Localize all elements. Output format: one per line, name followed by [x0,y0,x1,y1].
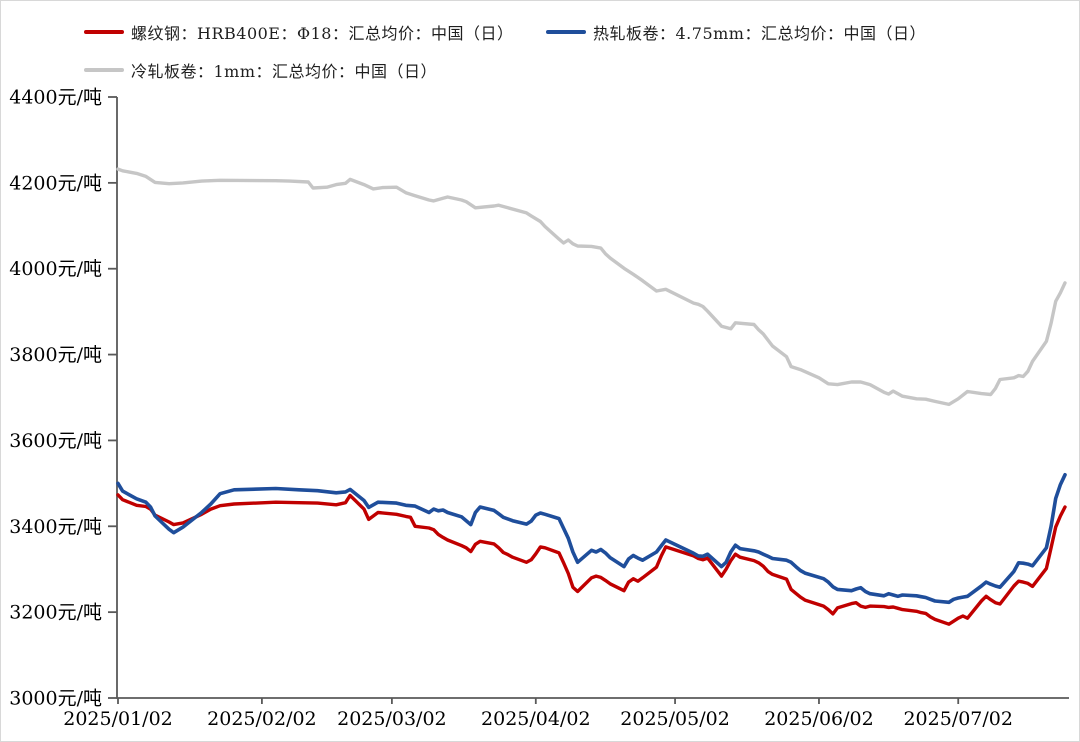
hot-rolled-line-swatch-icon [546,30,586,34]
series-line-rebar [116,493,1067,626]
y-tick-label: 4200元/吨 [9,172,102,194]
x-tick-label: 2025/02/02 [207,708,317,730]
x-tick-label: 2025/07/02 [903,708,1013,730]
axis-lines [116,97,1069,699]
y-tick-label: 3200元/吨 [9,602,102,624]
legend-item-rebar: 螺纹钢：HRB400E：Φ18：汇总均价：中国（日） [84,22,514,43]
legend-label-hot-rolled-coil: 热轧板卷：4.75mm：汇总均价：中国（日） [593,24,926,43]
y-tick-label: 4400元/吨 [9,87,102,109]
series-line-hot-rolled [116,472,1067,605]
x-tick-label: 2025/03/02 [337,708,447,730]
y-tick-label: 4000元/吨 [9,258,102,280]
x-tick-label: 2025/04/02 [481,708,591,730]
x-tick-label: 2025/01/02 [63,708,173,730]
x-tick-label: 2025/05/02 [620,708,730,730]
legend-item-hot-rolled-coil: 热轧板卷：4.75mm：汇总均价：中国（日） [546,22,926,43]
rebar-line-swatch-icon [84,30,124,34]
y-tick-label: 3400元/吨 [9,516,102,538]
y-tick-label: 3600元/吨 [9,430,102,452]
legend-item-cold-rolled-coil: 冷轧板卷：1mm：汇总均价：中国（日） [84,60,438,81]
y-tick-label: 3800元/吨 [9,344,102,366]
y-tick-label: 3000元/吨 [9,688,102,710]
series-line-cold-rolled [116,167,1067,407]
legend-label-rebar: 螺纹钢：HRB400E：Φ18：汇总均价：中国（日） [131,24,514,43]
x-tick-label: 2025/06/02 [764,708,874,730]
cold-rolled-line-swatch-icon [84,68,124,72]
legend-label-cold-rolled-coil: 冷轧板卷：1mm：汇总均价：中国（日） [131,62,438,81]
